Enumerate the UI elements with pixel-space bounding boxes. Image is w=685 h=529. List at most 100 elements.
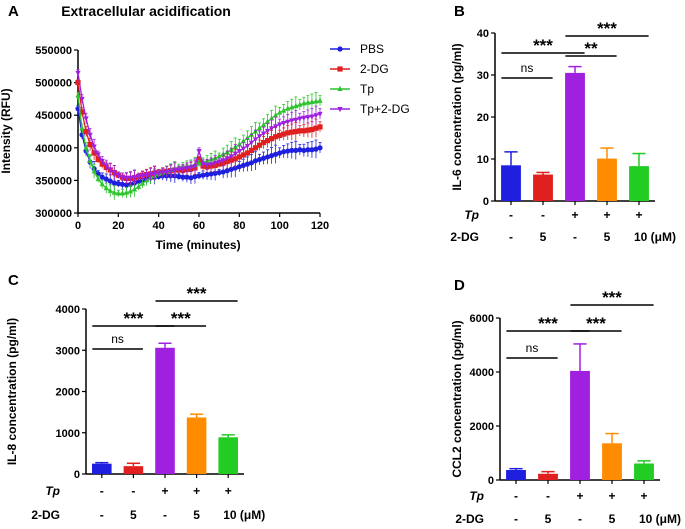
data-point: [184, 174, 190, 180]
legend-item: Tp: [330, 82, 374, 96]
data-point: [277, 122, 283, 128]
dg-row-value: -: [573, 230, 577, 244]
data-point: [115, 173, 121, 179]
data-point: [305, 127, 311, 133]
tp-row-label: Tp: [469, 489, 484, 503]
significance-bracket: ***: [92, 309, 175, 328]
data-point: [289, 104, 295, 110]
data-point: [196, 160, 202, 166]
data-point: [264, 154, 271, 160]
y-tick-label: 20: [477, 112, 489, 124]
data-point: [305, 99, 311, 105]
y-tick-label: 500000: [35, 78, 72, 90]
data-point: [305, 147, 311, 153]
series-tp-2-dg: [75, 69, 323, 185]
bar: [634, 463, 654, 480]
data-point: [180, 166, 186, 172]
data-point: [297, 101, 303, 107]
data-point: [160, 170, 166, 176]
tp-row-label: Tp: [45, 484, 60, 498]
y-axis-label: CCL2 concentration (pg/ml): [450, 320, 464, 477]
data-point: [188, 175, 194, 181]
data-point: [285, 119, 291, 125]
y-tick-label: 40: [477, 28, 489, 40]
legend-item: PBS: [330, 42, 384, 56]
data-point: [293, 147, 299, 154]
data-point: [107, 178, 113, 184]
data-point: [123, 175, 129, 181]
data-point: [131, 186, 138, 192]
data-point: [256, 142, 263, 148]
tp-row-value: +: [603, 208, 610, 222]
significance-label: ***: [597, 19, 617, 38]
data-point: [297, 116, 303, 122]
x-tick-label: 80: [233, 220, 245, 232]
data-point: [127, 175, 134, 181]
tp-row-value: -: [514, 489, 518, 503]
data-point: [269, 136, 275, 142]
y-tick-label: 2000: [470, 421, 494, 433]
data-point: [240, 152, 246, 158]
panel-c: IL-8 concentration (pg/ml) 0 1000 2000 3000 4…: [5, 284, 265, 522]
dg-row-value: 5: [609, 512, 616, 526]
data-point: [293, 128, 299, 135]
data-point: [224, 168, 230, 174]
data-point: [79, 125, 85, 131]
data-point: [256, 125, 263, 131]
data-point: [95, 156, 101, 163]
data-point: [156, 171, 162, 177]
data-point: [176, 167, 182, 173]
dg-row-value: -: [578, 512, 582, 526]
data-point: [135, 174, 142, 180]
data-point: [115, 190, 121, 196]
data-point: [180, 174, 186, 180]
y-tick-label: 4000: [56, 304, 80, 316]
x-tick-label: 20: [112, 220, 124, 232]
data-point: [184, 166, 190, 172]
data-point: [240, 162, 246, 169]
data-point: [309, 98, 315, 105]
data-point: [127, 188, 134, 194]
data-point: [273, 112, 279, 118]
data-point: [111, 170, 117, 176]
data-point: [204, 162, 210, 168]
dg-row-value: 5: [193, 508, 200, 522]
data-point: [196, 149, 202, 155]
data-point: [87, 141, 93, 148]
data-point: [260, 155, 267, 161]
significance-label: ns: [521, 61, 534, 75]
data-point: [103, 176, 109, 182]
data-point: [176, 173, 182, 180]
bar: [155, 347, 175, 474]
data-point: [236, 164, 242, 170]
bar: [186, 417, 207, 474]
data-point: [111, 189, 117, 195]
significance-bracket: ns: [92, 332, 143, 350]
y-tick-label: 550000: [35, 45, 72, 57]
significance-label: **: [584, 39, 598, 58]
dg-row-value: 5: [604, 230, 611, 244]
data-point: [313, 146, 319, 152]
series-pbs: [75, 105, 323, 191]
data-point: [83, 144, 89, 150]
data-point: [277, 132, 283, 139]
data-point: [285, 148, 291, 154]
data-point: [273, 134, 279, 140]
data-point: [224, 156, 230, 162]
panel-letter-b: B: [454, 3, 465, 20]
bar: [506, 470, 526, 480]
dg-row-value: 5: [545, 512, 552, 526]
data-point: [252, 137, 259, 143]
data-point: [79, 96, 85, 103]
data-point: [293, 102, 299, 109]
data-point: [313, 125, 319, 131]
data-point: [99, 158, 105, 165]
legend-label: Tp+2-DG: [360, 102, 410, 116]
data-point: [87, 132, 93, 138]
tp-row-value: +: [571, 208, 578, 222]
chart-title: Extracellular acidification: [61, 3, 231, 19]
significance-bracket: ***: [155, 284, 238, 303]
data-point: [216, 153, 222, 159]
data-point: [99, 181, 105, 187]
data-point: [152, 171, 158, 178]
